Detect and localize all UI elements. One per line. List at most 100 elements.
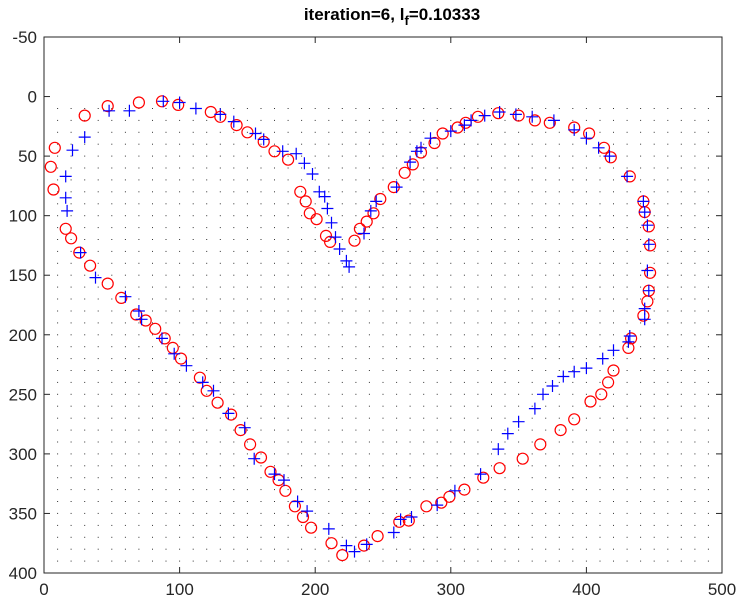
- grid-dot: [707, 560, 709, 562]
- grid-dot: [314, 167, 316, 169]
- grid-dot: [558, 310, 560, 312]
- grid-dot: [368, 108, 370, 109]
- grid-dot: [301, 179, 303, 181]
- grid-dot: [233, 108, 235, 109]
- grid-dot: [423, 381, 425, 383]
- grid-dot: [667, 429, 669, 431]
- plus-marker: [276, 145, 289, 158]
- grid-dot: [124, 322, 126, 324]
- grid-dot: [219, 548, 221, 550]
- grid-dot: [138, 262, 140, 264]
- grid-dot: [450, 417, 452, 419]
- grid-dot: [667, 227, 669, 229]
- grid-dot: [680, 167, 682, 169]
- grid-dot: [287, 405, 289, 407]
- grid-dot: [463, 239, 465, 240]
- grid-dot: [274, 274, 275, 276]
- grid-dot: [558, 167, 560, 169]
- grid-dot: [97, 262, 99, 264]
- grid-dot: [382, 441, 384, 443]
- grid-dot: [382, 560, 384, 562]
- grid-dot: [355, 560, 357, 562]
- grid-dot: [585, 524, 587, 526]
- plot-area: [44, 37, 722, 573]
- grid-dot: [314, 560, 316, 562]
- grid-dot: [707, 322, 709, 324]
- plus-marker: [103, 104, 116, 117]
- grid-dot: [613, 465, 614, 467]
- grid-dot: [328, 560, 330, 562]
- circle-marker: [225, 408, 238, 421]
- grid-dot: [368, 155, 370, 157]
- grid-dot: [463, 393, 465, 395]
- grid-dot: [314, 227, 316, 229]
- grid-dot: [585, 381, 587, 383]
- grid-dot: [694, 524, 696, 526]
- grid-dot: [233, 322, 235, 324]
- grid-dot: [206, 250, 208, 252]
- grid-dot: [355, 405, 357, 407]
- grid-dot: [545, 465, 547, 467]
- grid-dot: [423, 370, 425, 371]
- grid-dot: [97, 215, 99, 217]
- grid-dot: [396, 227, 398, 229]
- grid-dot: [165, 203, 167, 205]
- grid-dot: [57, 227, 59, 229]
- x-tick-label: 300: [437, 580, 465, 599]
- grid-dot: [165, 501, 167, 502]
- plus-marker: [119, 290, 132, 303]
- circle-marker: [353, 222, 366, 235]
- grid-dot: [138, 203, 140, 205]
- grid-dot: [450, 370, 452, 371]
- grid-dot: [341, 155, 343, 157]
- grid-dot: [585, 512, 587, 514]
- grid-dot: [124, 489, 126, 491]
- grid-dot: [314, 465, 316, 467]
- grid-dot: [531, 548, 533, 550]
- grid-dot: [585, 429, 587, 431]
- grid-dot: [70, 155, 72, 157]
- grid-dot: [246, 501, 248, 502]
- grid-dot: [84, 465, 86, 467]
- grid-dot: [368, 358, 370, 360]
- plus-marker: [492, 443, 505, 456]
- grid-dot: [179, 155, 181, 157]
- grid-dot: [57, 370, 59, 371]
- grid-dot: [545, 155, 547, 157]
- grid-dot: [355, 370, 357, 371]
- plus-marker: [431, 499, 444, 512]
- grid-dot: [192, 405, 194, 407]
- grid-dot: [680, 429, 682, 431]
- grid-dot: [477, 203, 479, 205]
- grid-dot: [531, 524, 533, 526]
- grid-dot: [640, 524, 642, 526]
- grid-dot: [626, 489, 628, 491]
- grid-dot: [246, 203, 248, 205]
- grid-dot: [246, 262, 248, 264]
- grid-dot: [491, 346, 492, 348]
- grid-dot: [206, 191, 208, 193]
- grid-dot: [613, 405, 614, 407]
- grid-dot: [368, 262, 370, 264]
- circle-marker: [607, 364, 620, 377]
- grid-dot: [667, 215, 669, 217]
- grid-dot: [382, 512, 384, 514]
- grid-dot: [477, 536, 479, 538]
- grid-dot: [355, 203, 357, 205]
- grid-dot: [545, 405, 547, 407]
- grid-dot: [694, 179, 696, 181]
- grid-dot: [450, 108, 452, 109]
- grid-dot: [626, 119, 628, 121]
- grid-dot: [111, 370, 113, 371]
- grid-dot: [314, 143, 316, 145]
- grid-dot: [423, 167, 425, 169]
- grid-dot: [138, 453, 140, 455]
- grid-dot: [640, 155, 642, 157]
- grid-dot: [694, 441, 696, 443]
- grid-dot: [436, 429, 438, 431]
- grid-dot: [545, 453, 547, 455]
- grid-dot: [165, 143, 167, 145]
- grid-dot: [219, 262, 221, 264]
- grid-dot: [70, 215, 72, 217]
- grid-dot: [477, 108, 479, 109]
